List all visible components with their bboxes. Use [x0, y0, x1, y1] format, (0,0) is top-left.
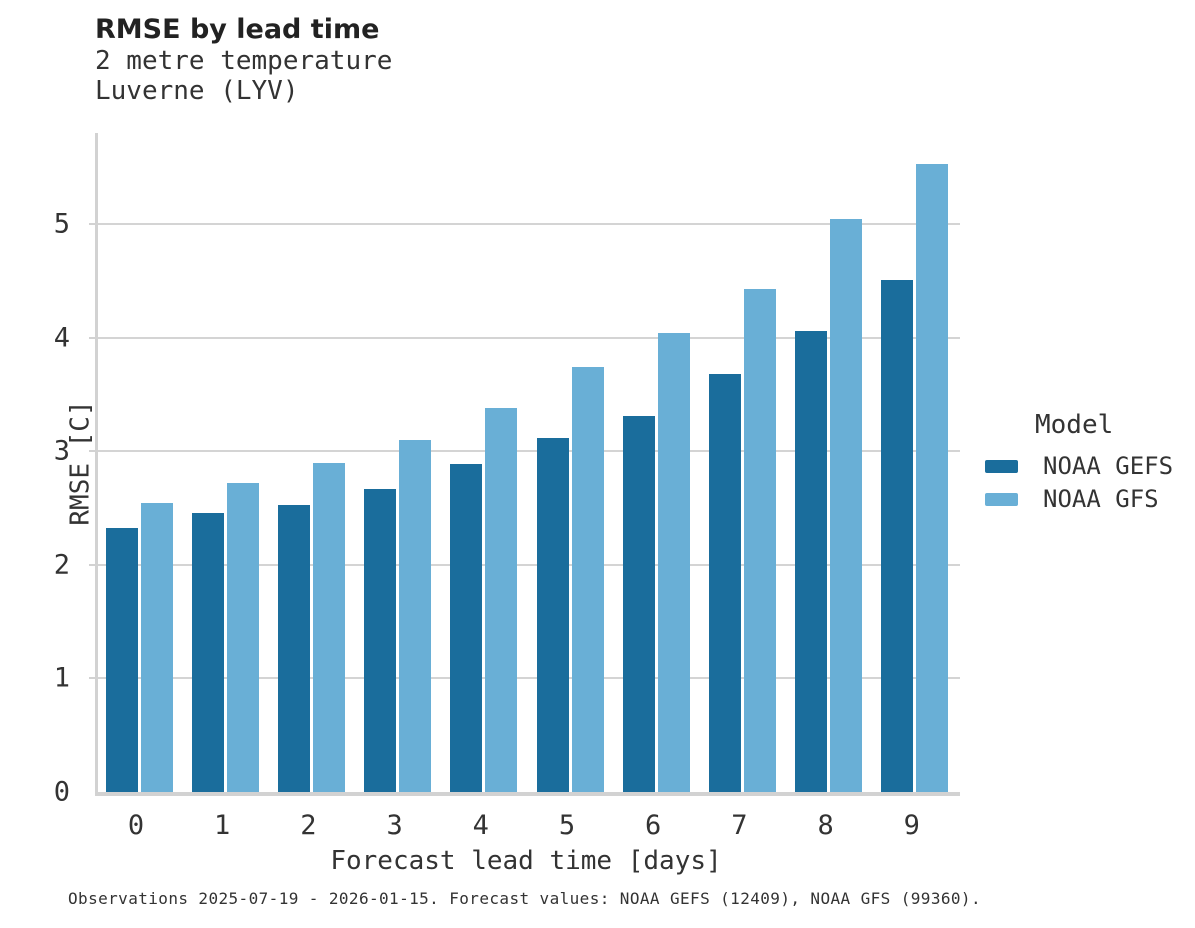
bar-noaa-gefs-lead-5	[536, 437, 569, 792]
y-tick-label-2: 2	[53, 549, 70, 581]
bar-noaa-gefs-lead-0	[105, 528, 138, 792]
caption: Observations 2025-07-19 - 2026-01-15. Fo…	[68, 889, 981, 908]
y-tick-label-1: 1	[53, 662, 70, 694]
x-tick-label-2: 2	[300, 810, 317, 841]
legend-entries: NOAA GEFS NOAA GFS	[985, 452, 1190, 513]
bar-noaa-gfs-lead-3	[399, 439, 432, 792]
y-tick-mark-4	[89, 336, 95, 339]
x-tick-label-7: 7	[731, 810, 748, 841]
y-axis-title: RMSE [C]	[65, 400, 96, 526]
chart-subtitle-station: Luverne (LYV)	[95, 76, 299, 106]
bar-noaa-gefs-lead-2	[277, 504, 310, 792]
legend: Model NOAA GEFS NOAA GFS	[985, 410, 1190, 520]
gridline-y-2	[98, 563, 960, 566]
bar-noaa-gfs-lead-5	[571, 367, 604, 792]
bar-noaa-gefs-lead-8	[795, 330, 828, 792]
bar-noaa-gefs-lead-6	[622, 415, 655, 792]
bar-noaa-gefs-lead-7	[708, 373, 741, 792]
bar-noaa-gfs-lead-9	[916, 163, 949, 792]
chart-header: RMSE by lead time 2 metre temperature Lu…	[95, 14, 392, 106]
x-tick-label-4: 4	[472, 810, 489, 841]
bar-noaa-gefs-lead-3	[364, 488, 397, 792]
legend-entry-noaa-gefs: NOAA GEFS	[985, 452, 1190, 480]
x-tick-label-8: 8	[817, 810, 834, 841]
x-tick-label-0: 0	[127, 810, 145, 841]
bar-noaa-gfs-lead-8	[830, 219, 863, 792]
x-tick-label-3: 3	[386, 810, 403, 841]
chart-subtitle-parameter: 2 metre temperature	[95, 46, 393, 76]
chart-title: RMSE by lead time	[95, 14, 380, 45]
x-tick-label-9: 9	[903, 810, 920, 841]
bar-noaa-gfs-lead-2	[312, 462, 345, 792]
bar-noaa-gfs-lead-7	[743, 288, 776, 792]
legend-entry-noaa-gfs: NOAA GFS	[985, 485, 1190, 513]
y-axis-tick-labels: 0 1 2 3 4 5	[0, 133, 78, 807]
gridline-y-3	[98, 450, 960, 453]
y-tick-label-4: 4	[53, 322, 70, 354]
bar-noaa-gfs-lead-4	[485, 407, 518, 792]
x-axis-title: Forecast lead time [days]	[330, 846, 722, 876]
y-tick-label-5: 5	[53, 208, 70, 240]
y-tick-mark-3	[89, 450, 95, 453]
y-tick-label-3: 3	[53, 435, 70, 467]
y-tick-mark-1	[89, 677, 95, 680]
plot-area	[89, 133, 960, 796]
gridline-y-1	[98, 677, 960, 680]
y-tick-mark-5	[89, 222, 95, 225]
bar-noaa-gfs-lead-1	[226, 482, 259, 792]
bar-noaa-gefs-lead-1	[191, 512, 224, 792]
bar-noaa-gfs-lead-6	[657, 332, 690, 792]
x-tick-label-6: 6	[645, 810, 662, 841]
x-tick-label-1: 1	[214, 810, 231, 841]
y-tick-mark-2	[89, 563, 95, 566]
x-tick-label-5: 5	[558, 810, 576, 841]
bar-noaa-gefs-lead-9	[881, 279, 914, 792]
legend-title: Model	[1035, 410, 1114, 440]
legend-label: NOAA GEFS	[1043, 452, 1174, 480]
legend-label: NOAA GFS	[1043, 485, 1159, 513]
bar-noaa-gefs-lead-4	[450, 463, 483, 792]
legend-swatch	[985, 459, 1018, 473]
y-tick-label-0: 0	[53, 776, 70, 808]
gridline-y-4	[98, 336, 960, 339]
bar-noaa-gfs-lead-0	[140, 503, 173, 792]
gridline-y-5	[98, 222, 960, 225]
legend-swatch	[985, 492, 1018, 506]
x-axis-tick-labels: 0 1 2 3 4 5 6 7 8 9	[95, 810, 957, 844]
